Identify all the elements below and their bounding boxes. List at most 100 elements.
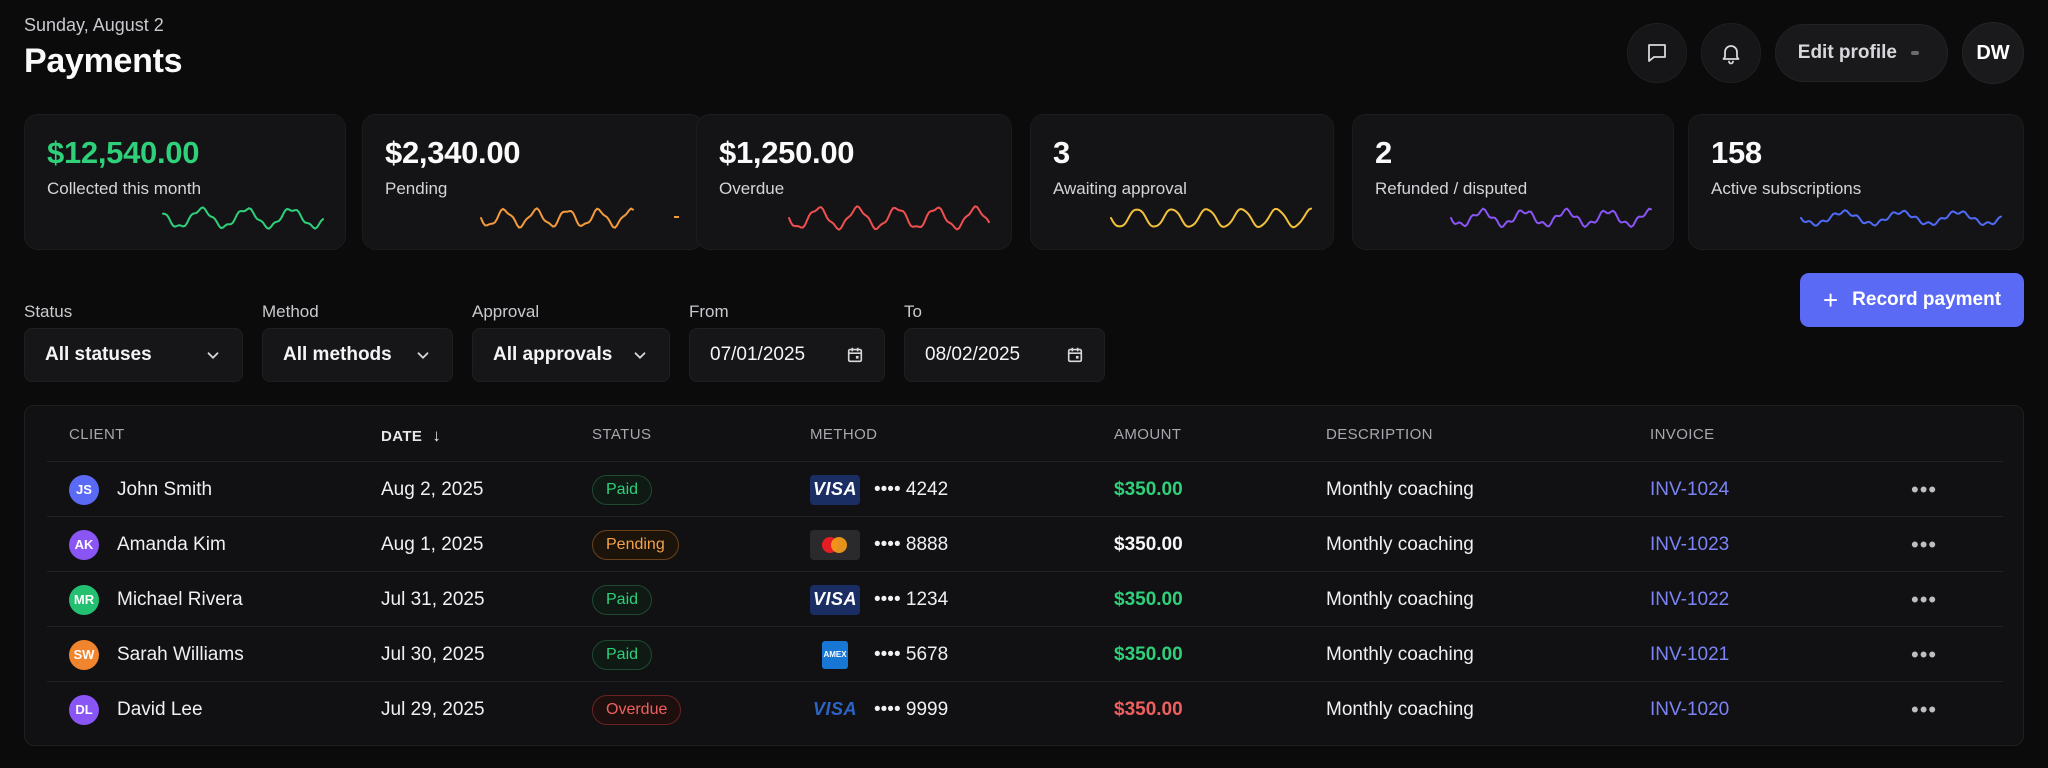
stat-card-refunded[interactable]: 2 Refunded / disputed [1352, 114, 1674, 250]
table-row[interactable]: JS John Smith Aug 2, 2025 Paid VISA •••• 4242… [47, 461, 2003, 516]
stat-label: Active subscriptions [1711, 179, 1862, 198]
method-select[interactable]: All methods [262, 328, 453, 382]
stat-label: Overdue [719, 179, 785, 198]
description-cell: Monthly coaching [1326, 588, 1474, 610]
stat-card-pending[interactable]: $2,340.00 Pending [362, 114, 704, 250]
status-badge: Paid [592, 584, 653, 615]
date-cell: Aug 2, 2025 [381, 478, 484, 500]
client-avatar: AK [69, 529, 99, 560]
approval-select[interactable]: All approvals [472, 328, 670, 382]
chat-icon [1647, 44, 1666, 62]
stat-card-overdue[interactable]: $1,250.00 Overdue [696, 114, 1012, 250]
stat-value: $2,340.00 [385, 135, 521, 170]
edit-profile-label: Edit profile [1797, 42, 1897, 63]
to-date-filter: To 08/02/2025 [904, 302, 1105, 382]
status-badge: Paid [592, 639, 653, 670]
method-filter-label: Method [262, 302, 319, 321]
to-date-input[interactable]: 08/02/2025 [904, 328, 1105, 382]
record-payment-button[interactable]: + Record payment [1800, 273, 2024, 327]
invoice-link[interactable]: INV-1020 [1650, 698, 1730, 720]
status-filter: Status All statuses [24, 302, 243, 382]
stat-card-collected[interactable]: $12,540.00 Collected this month [24, 114, 346, 250]
date-cell: Jul 29, 2025 [381, 698, 485, 720]
column-header-date-label: DATE [381, 428, 423, 445]
chevron-down-icon [417, 352, 429, 359]
description-cell: Monthly coaching [1326, 643, 1474, 665]
table-header: CLIENT DATE ↓ STATUS METHOD AMOUNT DESCRI… [25, 406, 2023, 461]
sparkline-path [1110, 207, 1312, 229]
stat-card-awaiting-approval[interactable]: 3 Awaiting approval [1030, 114, 1334, 250]
amex-card-icon: AMEX [810, 640, 860, 670]
sparkline-path [1450, 207, 1652, 229]
table-row[interactable]: DL David Lee Jul 29, 2025 Overdue VISA •••• 9… [47, 681, 2003, 736]
from-date-value: 07/01/2025 [710, 344, 806, 365]
row-actions-button[interactable]: ••• [1911, 682, 1937, 737]
sparkline-path [480, 207, 634, 229]
date-cell: Jul 31, 2025 [381, 588, 485, 610]
client-name: John Smith [117, 478, 213, 500]
stat-card-subscriptions[interactable]: 158 Active subscriptions [1688, 114, 2024, 250]
edit-profile-button[interactable]: Edit profile [1774, 24, 1948, 82]
status-badge: Paid [592, 474, 653, 505]
client-cell: AK Amanda Kim [69, 517, 226, 572]
notifications-button[interactable] [1700, 23, 1761, 83]
column-header-status[interactable]: STATUS [592, 426, 652, 443]
visa-card-icon: VISA [812, 699, 857, 719]
amount-cell: $350.00 [1114, 643, 1183, 665]
more-horizontal-icon: ••• [1911, 531, 1938, 557]
sparkline-path [788, 205, 990, 231]
from-date-input[interactable]: 07/01/2025 [689, 328, 885, 382]
sparkline-path [1800, 209, 2002, 227]
amount-cell: $350.00 [1114, 588, 1183, 610]
invoice-link[interactable]: INV-1024 [1650, 478, 1730, 500]
status-select[interactable]: All statuses [24, 328, 243, 382]
status-filter-label: Status [24, 302, 73, 321]
table-row[interactable]: SW Sarah Williams Jul 30, 2025 Paid AMEX ••••… [47, 626, 2003, 681]
row-actions-button[interactable]: ••• [1911, 517, 1937, 572]
row-actions-button[interactable]: ••• [1911, 462, 1937, 517]
stat-label: Collected this month [47, 179, 202, 198]
column-header-client[interactable]: CLIENT [69, 426, 125, 443]
row-actions-button[interactable]: ••• [1911, 572, 1937, 627]
description-cell: Monthly coaching [1326, 478, 1474, 500]
column-header-invoice[interactable]: INVOICE [1650, 426, 1715, 443]
method-select-value: All methods [283, 344, 392, 365]
stat-value: 158 [1711, 135, 1762, 170]
amount-cell: $350.00 [1114, 533, 1183, 555]
sparkline [162, 206, 324, 230]
messages-button[interactable] [1626, 23, 1687, 83]
column-header-amount[interactable]: AMOUNT [1114, 426, 1182, 443]
date-cell: Aug 1, 2025 [381, 533, 484, 555]
edit-indicator-icon [1911, 51, 1919, 55]
table-row[interactable]: MR Michael Rivera Jul 31, 2025 Paid VISA ••••… [47, 571, 2003, 626]
card-last4: •••• 8888 [874, 533, 949, 555]
status-cell: Overdue [592, 682, 682, 737]
more-horizontal-icon: ••• [1911, 696, 1938, 722]
client-cell: SW Sarah Williams [69, 627, 244, 682]
calendar-icon [1067, 347, 1083, 363]
row-actions-button[interactable]: ••• [1911, 627, 1937, 682]
more-horizontal-icon: ••• [1911, 476, 1938, 502]
client-name: Michael Rivera [117, 588, 243, 610]
sparkline [788, 205, 990, 231]
invoice-link[interactable]: INV-1021 [1650, 643, 1730, 665]
column-header-method[interactable]: METHOD [810, 426, 878, 443]
current-date: Sunday, August 2 [24, 15, 164, 35]
record-payment-label: Record payment [1852, 289, 2002, 310]
invoice-link[interactable]: INV-1022 [1650, 588, 1730, 610]
date-cell: Jul 30, 2025 [381, 643, 485, 665]
card-last4: •••• 4242 [874, 478, 949, 500]
table-row[interactable]: AK Amanda Kim Aug 1, 2025 Pending •••• 8888 $… [47, 516, 2003, 571]
column-header-date[interactable]: DATE ↓ [381, 426, 441, 446]
to-date-value: 08/02/2025 [925, 344, 1021, 365]
invoice-link[interactable]: INV-1023 [1650, 533, 1730, 555]
status-badge: Overdue [592, 694, 682, 725]
user-avatar[interactable]: DW [1962, 22, 2024, 84]
status-cell: Paid [592, 462, 653, 517]
client-avatar: MR [69, 584, 99, 615]
stat-label: Pending [385, 179, 448, 198]
column-header-description[interactable]: DESCRIPTION [1326, 426, 1433, 443]
stat-value: $1,250.00 [719, 135, 855, 170]
method-cell: VISA •••• 9999 [810, 682, 948, 737]
more-horizontal-icon: ••• [1911, 641, 1938, 667]
